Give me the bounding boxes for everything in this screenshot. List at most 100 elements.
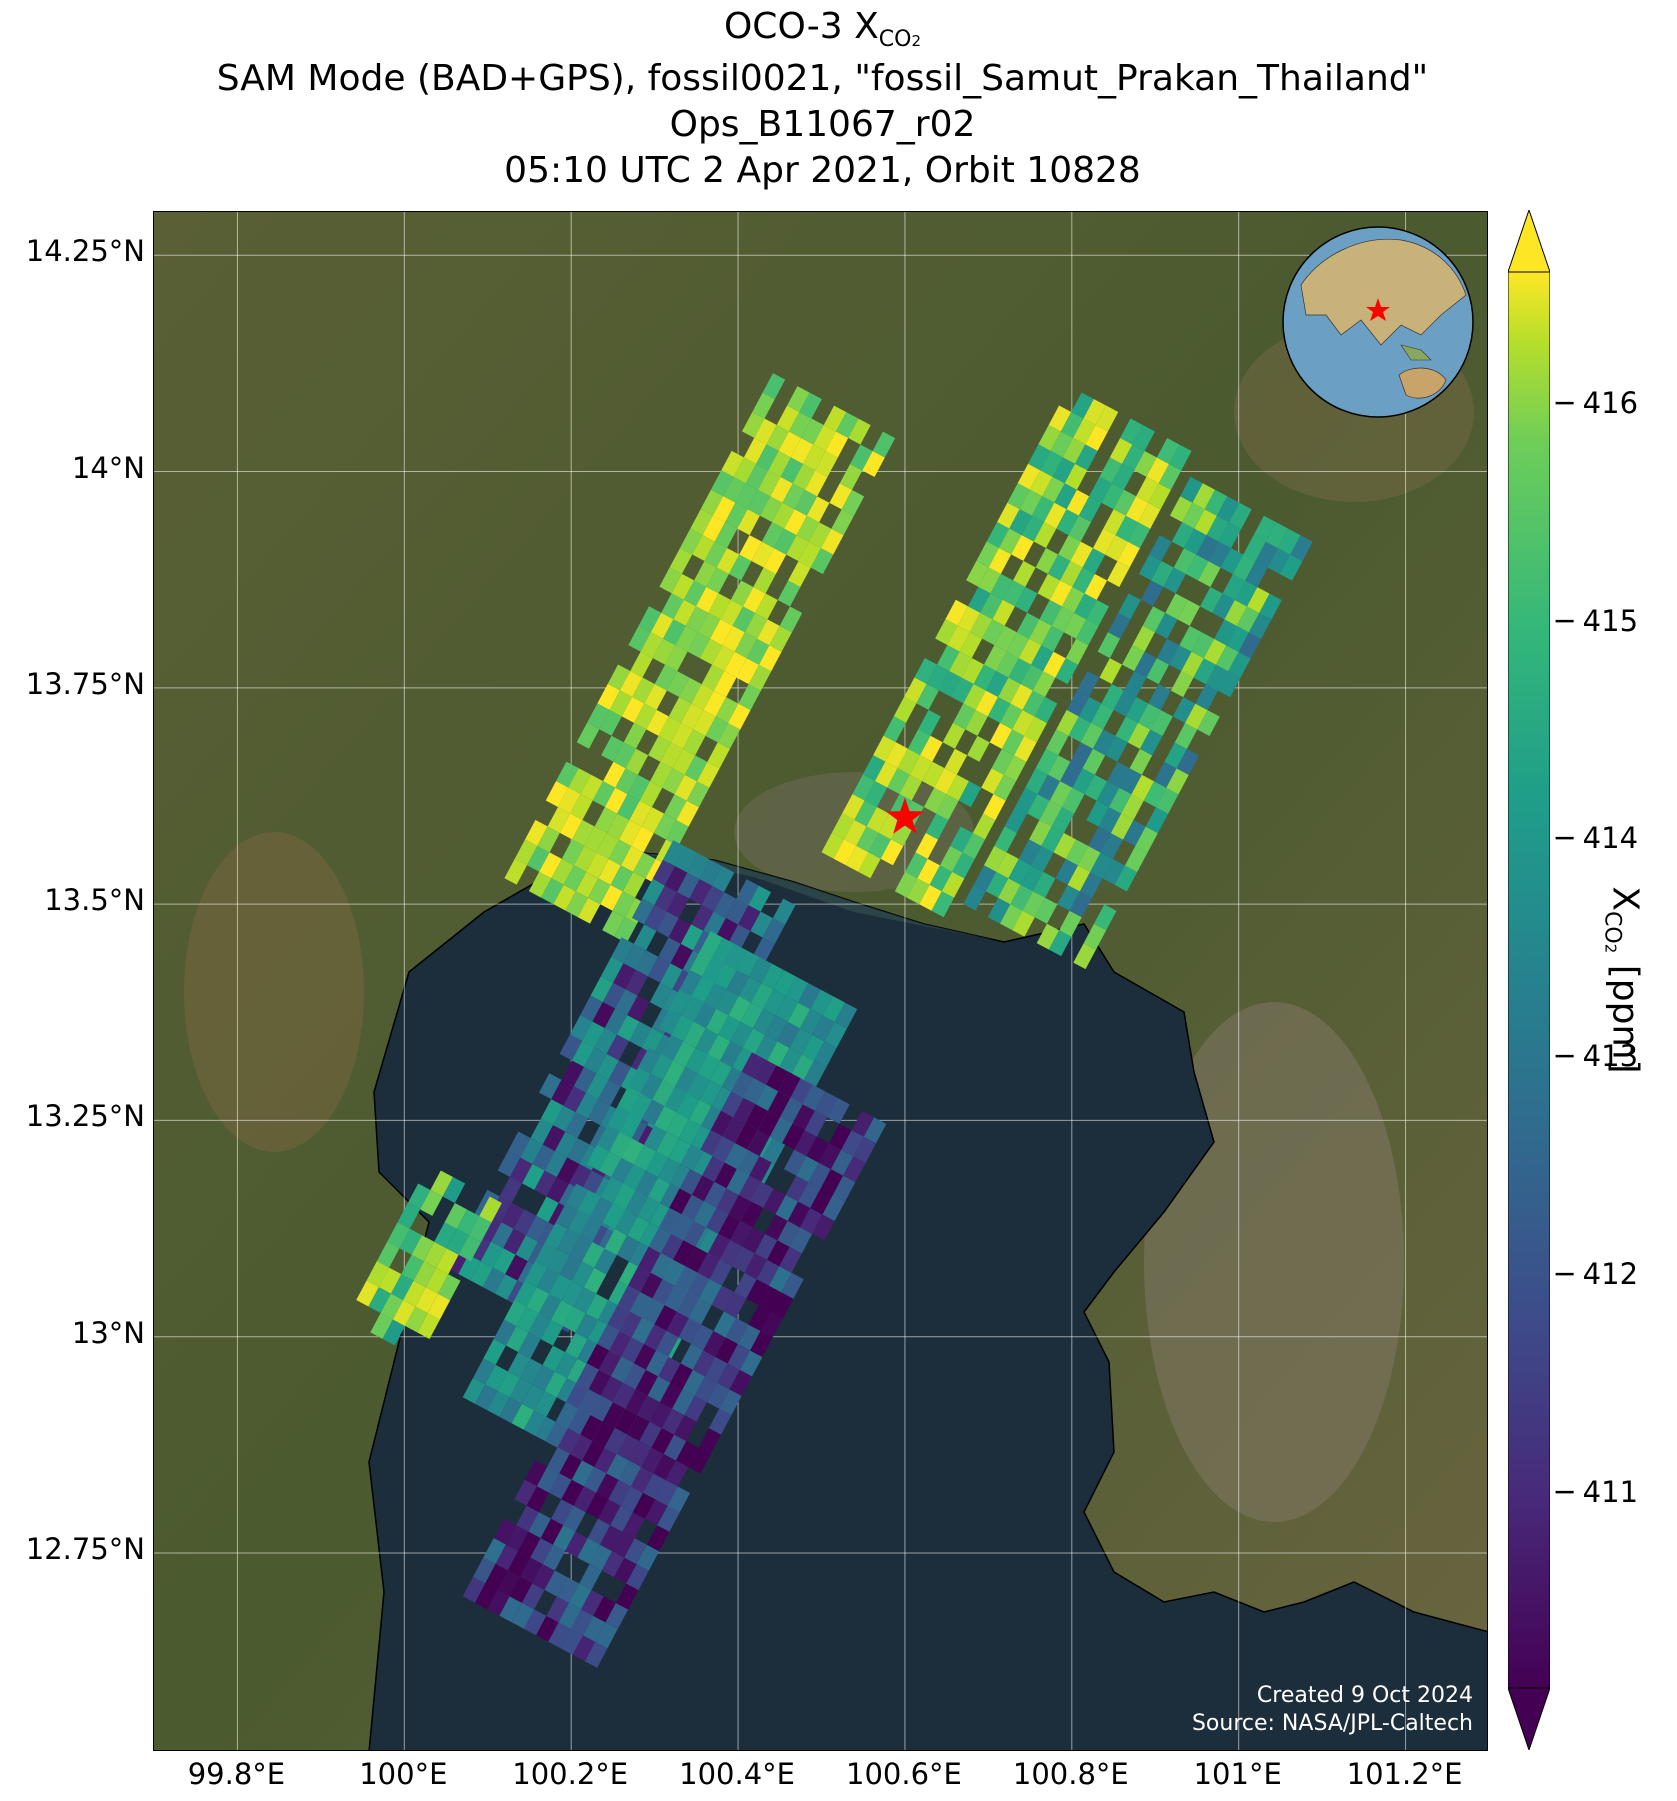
- sounding: [915, 832, 939, 859]
- sounding: [713, 892, 737, 919]
- sounding: [579, 1564, 602, 1590]
- sounding: [413, 1261, 437, 1288]
- sounding: [1267, 548, 1291, 575]
- sounding: [712, 645, 735, 672]
- sounding: [1109, 437, 1133, 464]
- sounding: [1099, 457, 1123, 484]
- sounding: [893, 696, 917, 723]
- sounding: [790, 437, 814, 464]
- sounding: [557, 1228, 581, 1255]
- sounding: [687, 1073, 710, 1100]
- sounding: [751, 1181, 774, 1208]
- sounding: [659, 1183, 683, 1210]
- sounding: [635, 1170, 659, 1197]
- sounding: [689, 1099, 712, 1126]
- sounding: [1034, 897, 1058, 924]
- sounding: [658, 1207, 682, 1234]
- sounding: [1093, 904, 1117, 931]
- sounding: [545, 781, 569, 807]
- sounding: [829, 483, 852, 510]
- sounding: [647, 1376, 671, 1403]
- sounding: [1047, 755, 1071, 782]
- sounding: [619, 820, 642, 846]
- sounding: [863, 1117, 887, 1144]
- sounding: [825, 431, 849, 458]
- sounding: [605, 1602, 629, 1629]
- sounding: [675, 846, 698, 873]
- sounding: [598, 1350, 622, 1377]
- sounding: [692, 1350, 716, 1377]
- sounding: [514, 1280, 537, 1307]
- sounding: [726, 970, 750, 996]
- sounding: [592, 1421, 615, 1448]
- sounding: [1115, 515, 1139, 542]
- sounding: [682, 729, 706, 756]
- sounding: [499, 1176, 523, 1203]
- sounding: [1033, 522, 1057, 549]
- sounding: [820, 1169, 844, 1196]
- sounding: [1107, 761, 1130, 788]
- sounding: [803, 1060, 827, 1087]
- sounding: [604, 1229, 628, 1255]
- sounding: [483, 1537, 506, 1564]
- sounding: [1078, 696, 1102, 723]
- sounding: [594, 1447, 617, 1474]
- sounding: [639, 1222, 662, 1249]
- sounding: [1090, 852, 1113, 879]
- sounding: [710, 619, 733, 646]
- sounding: [1195, 684, 1218, 711]
- sounding: [583, 1466, 607, 1493]
- sounding: [711, 470, 734, 497]
- sounding: [1185, 554, 1209, 581]
- sounding: [567, 1138, 590, 1165]
- sounding: [1018, 839, 1042, 866]
- sounding: [673, 1041, 696, 1068]
- sounding: [637, 1395, 660, 1422]
- sounding: [963, 884, 986, 911]
- sounding: [894, 871, 918, 898]
- sounding: [602, 1402, 626, 1429]
- sounding: [646, 1525, 670, 1552]
- sounding: [1095, 405, 1119, 432]
- sounding: [671, 1214, 694, 1241]
- sounding: [569, 1164, 592, 1190]
- sounding: [561, 839, 585, 866]
- sounding: [982, 619, 1005, 646]
- sounding: [699, 859, 723, 886]
- sounding: [1205, 664, 1229, 691]
- sounding: [1073, 943, 1096, 970]
- sounding: [516, 1505, 539, 1532]
- sounding: [570, 1609, 594, 1636]
- sounding: [547, 1248, 570, 1275]
- sounding: [702, 515, 726, 542]
- sounding: [536, 1416, 559, 1443]
- sounding: [1051, 807, 1075, 834]
- sounding: [725, 898, 749, 925]
- sounding: [1179, 625, 1202, 652]
- sounding: [1114, 865, 1138, 892]
- sounding: [528, 1512, 552, 1539]
- sounding: [703, 911, 726, 938]
- sounding: [738, 684, 761, 711]
- sounding: [603, 761, 626, 788]
- sounding: [777, 1021, 800, 1048]
- sounding: [1102, 859, 1125, 885]
- sounding: [858, 852, 881, 879]
- sounding: [752, 392, 775, 419]
- sounding: [1165, 593, 1188, 620]
- sounding: [1016, 612, 1040, 639]
- sounding: [641, 807, 665, 834]
- sounding: [812, 1015, 835, 1042]
- sounding: [642, 879, 665, 905]
- sounding: [918, 709, 941, 736]
- sounding: [487, 1589, 510, 1616]
- sounding: [991, 748, 1015, 775]
- sounding: [575, 1313, 599, 1340]
- sounding: [842, 793, 865, 820]
- sounding: [715, 1337, 738, 1364]
- sounding: [1047, 554, 1071, 581]
- sounding: [690, 509, 713, 536]
- sounding: [839, 463, 863, 490]
- sounding: [608, 1479, 631, 1506]
- sounding: [1012, 910, 1035, 937]
